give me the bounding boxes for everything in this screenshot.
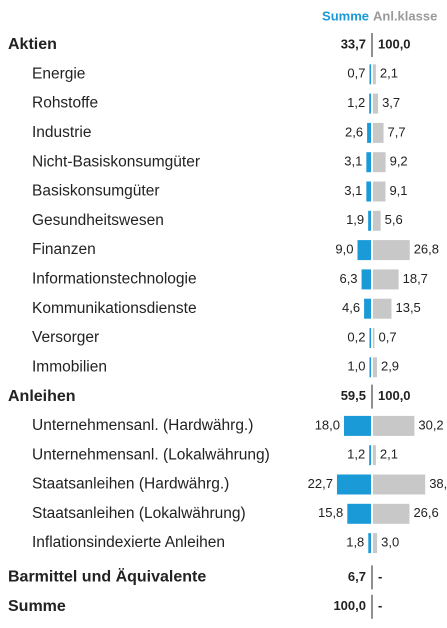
summe-value: 6,3 <box>339 271 357 286</box>
anl-value: 38,1 <box>429 476 447 491</box>
item-label: Immobilien <box>32 358 107 375</box>
anl-value: - <box>378 569 382 584</box>
item-label: Informationstechnologie <box>32 270 197 287</box>
item-label: Staatsanleihen (Hardwährg.) <box>32 476 229 493</box>
summe-bar <box>369 93 371 114</box>
anl-value: 9,2 <box>390 154 408 169</box>
anl-value: 3,0 <box>381 535 399 550</box>
anl-bar <box>373 93 379 114</box>
anl-bar <box>373 328 375 348</box>
summe-value: 1,9 <box>346 212 364 227</box>
item-label: Staatsanleihen (Lokalwährung) <box>32 505 246 522</box>
summe-bar <box>336 474 371 495</box>
summe-bar <box>369 64 371 85</box>
anl-bar <box>373 533 378 554</box>
summe-value: 3,1 <box>344 183 362 198</box>
summe-bar <box>368 210 371 231</box>
summe-bar <box>369 328 371 348</box>
summe-value: 18,0 <box>315 417 340 432</box>
anl-bar <box>373 445 376 466</box>
anl-value: - <box>378 598 382 613</box>
summe-value: 2,6 <box>345 124 363 139</box>
anl-bar <box>373 269 399 290</box>
item-label: Industrie <box>32 124 91 141</box>
item-label: Energie <box>32 65 85 82</box>
summe-value: 1,2 <box>347 95 365 110</box>
anl-bar <box>373 240 410 261</box>
summe-bar <box>366 152 371 173</box>
anl-value: 30,2 <box>418 417 443 432</box>
summe-value: 33,7 <box>341 36 366 51</box>
anl-value: 18,7 <box>403 271 428 286</box>
anl-value: 13,5 <box>395 300 420 315</box>
item-label: Kommunikationsdienste <box>32 300 197 317</box>
group-label: Barmittel und Äquivalente <box>8 568 206 586</box>
summe-value: 4,6 <box>342 300 360 315</box>
summe-value: 9,0 <box>335 242 353 257</box>
header-anl: Anl.klasse <box>373 8 437 23</box>
summe-bar <box>368 533 371 554</box>
anl-value: 7,7 <box>388 124 406 139</box>
summe-value: 15,8 <box>318 505 343 520</box>
item-label: Versorger <box>32 329 99 346</box>
header-summe: Summe <box>322 8 369 23</box>
anl-value: 100,0 <box>378 36 411 51</box>
anl-value: 26,8 <box>414 242 439 257</box>
anl-value: 3,7 <box>382 95 400 110</box>
item-label: Rohstoffe <box>32 95 98 112</box>
summe-bar <box>347 503 371 524</box>
summe-bar <box>369 445 371 466</box>
anl-value: 2,1 <box>380 66 398 81</box>
item-label: Unternehmensanl. (Lokalwährung) <box>32 446 270 463</box>
summe-value: 6,7 <box>348 569 366 584</box>
summe-value: 1,8 <box>346 535 364 550</box>
summe-bar <box>344 415 371 436</box>
anl-bar <box>373 415 415 436</box>
summe-bar <box>369 357 371 378</box>
anl-bar <box>373 181 386 202</box>
item-label: Finanzen <box>32 241 96 258</box>
group-label: Aktien <box>8 36 57 53</box>
item-label: Unternehmensanl. (Hardwährg.) <box>32 417 253 434</box>
summe-value: 0,2 <box>347 329 365 344</box>
summe-value: 1,2 <box>347 447 365 462</box>
item-label: Gesundheitswesen <box>32 212 164 229</box>
anl-value: 9,1 <box>389 183 407 198</box>
summe-value: 22,7 <box>308 476 333 491</box>
group-label: Summe <box>8 598 66 615</box>
anl-bar <box>373 64 376 85</box>
anl-bar <box>373 122 384 143</box>
anl-value: 100,0 <box>378 388 411 403</box>
summe-bar <box>357 240 371 261</box>
summe-bar <box>367 122 371 143</box>
anl-bar <box>373 210 381 231</box>
group-label: Anleihen <box>8 388 76 405</box>
summe-value: 59,5 <box>341 388 366 403</box>
item-label: Inflationsindexierte Anleihen <box>32 534 225 551</box>
anl-bar <box>373 152 386 173</box>
anl-value: 2,9 <box>381 359 399 374</box>
anl-bar <box>373 357 377 378</box>
anl-value: 26,6 <box>413 505 438 520</box>
summe-value: 100,0 <box>333 598 366 613</box>
summe-bar <box>366 181 371 202</box>
anl-bar <box>373 298 392 319</box>
anl-value: 5,6 <box>385 212 403 227</box>
anl-bar <box>373 503 410 524</box>
anl-bar <box>373 474 426 495</box>
summe-bar <box>364 298 371 319</box>
anl-value: 2,1 <box>380 447 398 462</box>
summe-value: 3,1 <box>344 154 362 169</box>
item-label: Basiskonsumgüter <box>32 183 160 200</box>
anl-value: 0,7 <box>379 329 397 344</box>
item-label: Nicht-Basiskonsumgüter <box>32 153 200 170</box>
summe-bar <box>361 269 371 290</box>
summe-value: 0,7 <box>347 66 365 81</box>
summe-value: 1,0 <box>347 359 365 374</box>
